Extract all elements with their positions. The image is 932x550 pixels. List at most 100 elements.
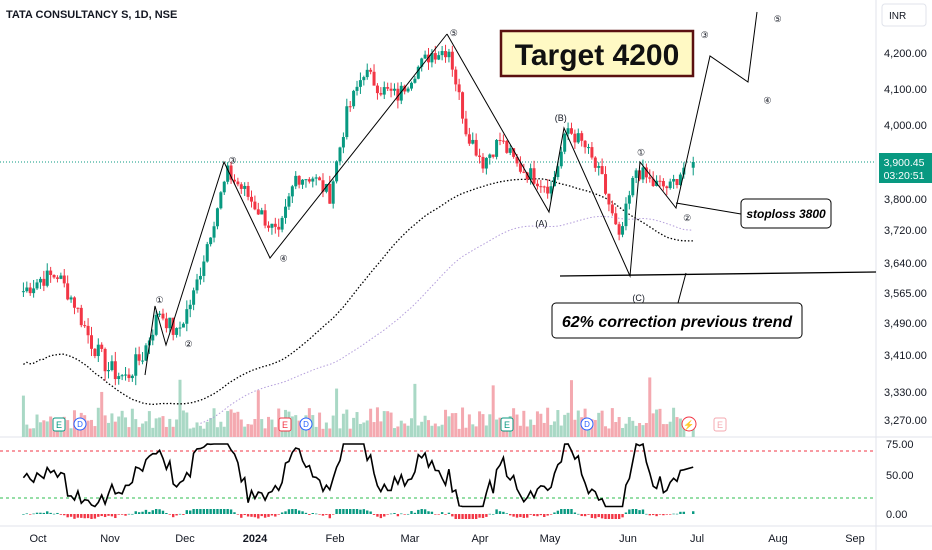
macd-bar (277, 514, 280, 515)
candle-body (270, 223, 274, 228)
volume-bar (222, 426, 226, 437)
earnings-marker[interactable] (278, 417, 292, 432)
macd-bar (39, 512, 42, 514)
price-axis[interactable]: 4,200.004,100.004,000.003,900.003,800.00… (884, 48, 927, 427)
candle-body (427, 54, 431, 63)
macd-bar (420, 509, 423, 514)
candle-body (202, 261, 206, 276)
candle-body (21, 291, 25, 293)
candle-body (290, 186, 294, 197)
candle-body (430, 53, 434, 63)
candle-body (127, 374, 131, 379)
volume-bar (399, 420, 403, 437)
volume-bar (267, 416, 271, 437)
macd-bar (403, 514, 406, 515)
volume-bar (481, 414, 485, 437)
macd-bar (447, 512, 451, 514)
candle-body (226, 165, 230, 182)
macd-bar (219, 509, 223, 514)
macd-bar (573, 512, 577, 514)
split-marker[interactable] (681, 416, 697, 432)
correction-callout-pointer (677, 272, 687, 304)
candle-body (181, 323, 185, 328)
dividend-marker[interactable] (299, 417, 313, 431)
macd-bar (498, 511, 502, 514)
dividend-marker[interactable] (580, 417, 594, 431)
volume-bar (488, 414, 492, 437)
volume-bar (219, 421, 223, 437)
candle-body (501, 140, 505, 142)
volume-bar (59, 427, 63, 437)
candle-body (212, 226, 216, 238)
candle-body (369, 69, 373, 72)
earnings-marker-future[interactable] (713, 417, 727, 432)
candle-body (253, 201, 257, 210)
macd-bar (110, 514, 114, 517)
currency-badge[interactable] (881, 3, 927, 27)
volume-bar (260, 419, 264, 437)
candle-body (512, 148, 516, 157)
candle-body (188, 304, 192, 310)
time-axis-tick: Jul (690, 533, 704, 545)
candle-body (83, 325, 87, 327)
dividend-marker[interactable] (73, 417, 87, 431)
candle-body (542, 186, 546, 188)
candle-body (386, 87, 390, 89)
time-axis[interactable]: Oct Nov Dec 2024 Feb Mar Apr May Jun Jul Aug Sep (29, 533, 864, 545)
earnings-marker[interactable] (52, 417, 66, 432)
macd-bar (621, 514, 624, 518)
macd-bar (631, 509, 634, 514)
candle-body (583, 140, 587, 148)
volume-bar (392, 428, 396, 437)
volume-bar (301, 423, 305, 437)
macd-bar (451, 514, 454, 517)
ma-100-line (200, 215, 694, 424)
rsi-line (22, 442, 694, 508)
volume-bar (141, 423, 145, 437)
candle-body (604, 174, 608, 194)
candle-body (648, 177, 652, 179)
candle-body (406, 88, 410, 92)
macd-bar (260, 514, 263, 517)
price-axis-tick: 3,800.00 (884, 194, 927, 206)
macd-bar (236, 514, 240, 515)
time-axis-tick: 2024 (243, 533, 268, 545)
volume-bar (535, 411, 539, 437)
macd-bar (321, 514, 325, 516)
candle-body (32, 288, 36, 294)
target-box (499, 29, 695, 78)
macd-bar (410, 511, 413, 514)
price-axis-tick: 4,000.00 (884, 120, 927, 132)
indicator-axis-tick: 0.00 (886, 509, 907, 521)
volume-bar (69, 428, 73, 437)
volume-bar (457, 428, 461, 437)
macd-bar (148, 511, 151, 514)
macd-bar (240, 514, 243, 518)
macd-bar (209, 509, 212, 514)
macd-bar (512, 514, 515, 517)
dividend-marker-label: D (584, 420, 590, 429)
macd-bar (376, 514, 379, 517)
earnings-marker[interactable] (500, 417, 514, 432)
macd-bar (345, 509, 349, 514)
macd-bar (532, 514, 536, 516)
correction-callout (551, 302, 803, 339)
candle-body (467, 134, 471, 144)
macd-bar (651, 514, 655, 516)
wave-label: ④ (280, 254, 288, 264)
candle-body (164, 318, 168, 329)
macd-bar (359, 509, 362, 514)
candle-body (614, 213, 618, 225)
candle-body (440, 51, 444, 56)
macd-bar (195, 509, 199, 514)
macd-bar (553, 512, 556, 514)
macd-bar (120, 514, 124, 515)
macd-bar (413, 512, 417, 514)
volume-bar (389, 412, 393, 437)
last-price-tag (879, 153, 932, 183)
macd-bar (464, 514, 468, 519)
candle-body (457, 84, 461, 93)
volume-bar (42, 420, 46, 437)
candle-body (52, 274, 56, 278)
